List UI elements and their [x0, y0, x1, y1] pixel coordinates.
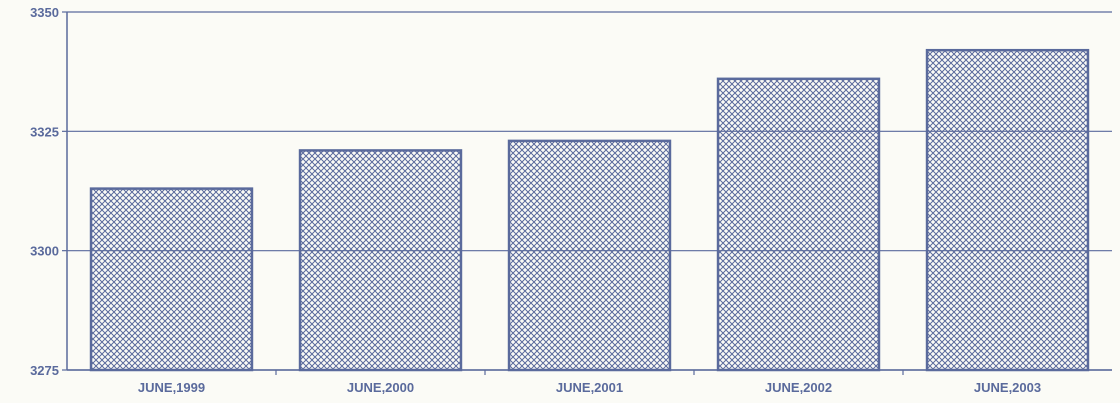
x-tick-label: JUNE,2000 [347, 380, 414, 395]
bar [298, 149, 463, 372]
y-tick-label: 3350 [30, 5, 59, 20]
y-tick-label: 3325 [30, 124, 59, 139]
bar [507, 139, 672, 372]
x-tick-label: JUNE,2003 [974, 380, 1041, 395]
x-tick-label: JUNE,2001 [556, 380, 623, 395]
x-tick-label: JUNE,1999 [138, 380, 205, 395]
y-tick-label: 3275 [30, 363, 59, 378]
bar [716, 77, 881, 372]
y-tick-label: 3300 [30, 244, 59, 259]
x-tick-label: JUNE,2002 [765, 380, 832, 395]
bar [89, 187, 254, 372]
bar [925, 48, 1090, 372]
